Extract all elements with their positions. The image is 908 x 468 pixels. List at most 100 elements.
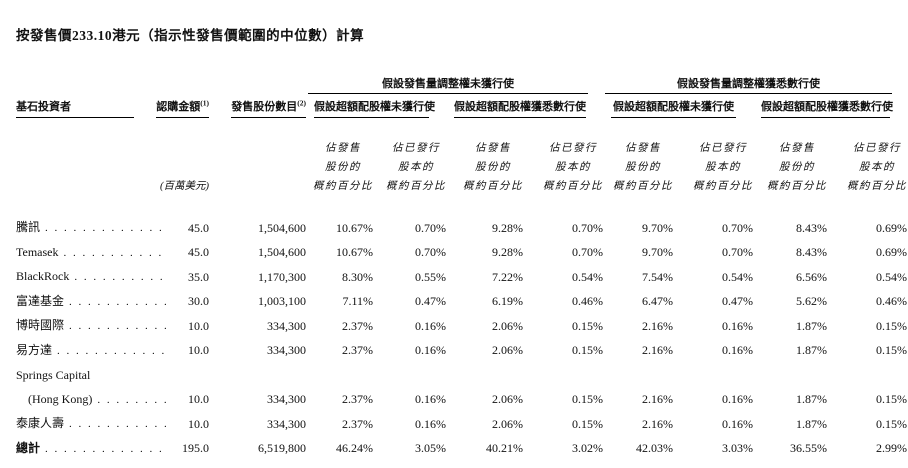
pct-of-issued-capital-header: 佔已發行 股本的 概約百分比	[673, 118, 753, 216]
empty-cell	[168, 363, 209, 388]
investor-name: Springs Capital	[16, 367, 91, 382]
pct-of-offer-shares-header: 佔發售 股份的 概約百分比	[603, 118, 673, 216]
investor-name-cell: 騰訊 . . . . . . . . . . . . . . . . . . . …	[16, 216, 168, 241]
value-cell: 0.55%	[415, 269, 446, 284]
investor-name: Temasek	[16, 244, 59, 259]
header-spacer	[209, 118, 306, 216]
investor-name: (Hong Kong)	[28, 391, 93, 406]
dot-leader: . . . . . . . . . . . . . . . . . . . . …	[45, 442, 168, 455]
investor-name-cell: Springs Capital	[16, 363, 168, 388]
value-cell: 46.24%	[336, 441, 373, 456]
table-row: Springs Capital	[16, 363, 907, 388]
total-row: 總計 . . . . . . . . . . . . . . . . . . . …	[16, 437, 907, 462]
value-cell: 6.56%	[796, 269, 827, 284]
empty-cell	[827, 363, 907, 388]
value-cell: 10.67%	[336, 245, 373, 260]
value-cell: 2.16%	[642, 416, 673, 431]
subgroup-header-overallotment-not-exercised-2: 假設超額配股權未獲行使	[603, 94, 753, 118]
value-cell: 2.16%	[642, 318, 673, 333]
table-row: 騰訊 . . . . . . . . . . . . . . . . . . . …	[16, 216, 907, 241]
value-cell: 0.46%	[876, 294, 907, 309]
pct-of-offer-shares-header: 佔發售 股份的 概約百分比	[446, 118, 523, 216]
empty-cell	[523, 363, 603, 388]
group-header-label: 假設發售量調整權未獲行使	[308, 75, 588, 94]
subgroup-header-label: 假設超額配股權獲悉數行使	[761, 98, 893, 118]
value-cell: 2.37%	[342, 416, 373, 431]
value-cell: 45.0	[188, 245, 209, 260]
dot-leader: . . . . . . . . . . . . . . . . . . . . …	[69, 295, 168, 308]
value-cell: 3.05%	[415, 441, 446, 456]
empty-cell	[373, 363, 446, 388]
pct-header-label: 佔已發行 股本的 概約百分比	[543, 143, 603, 192]
dot-leader: . . . . . . . . . . . . . . . . . . . . …	[74, 271, 168, 284]
value-cell: 1.87%	[796, 416, 827, 431]
value-cell: 0.47%	[722, 294, 753, 309]
table-row: 富達基金 . . . . . . . . . . . . . . . . . . …	[16, 290, 907, 315]
value-cell: 2.99%	[876, 441, 907, 456]
value-cell: 10.0	[188, 416, 209, 431]
dot-leader: . . . . . . . . . . . . . . . . . . . . …	[45, 222, 168, 235]
value-cell: 7.22%	[492, 269, 523, 284]
investor-name-cell: 總計 . . . . . . . . . . . . . . . . . . . …	[16, 437, 168, 462]
value-cell: 45.0	[188, 220, 209, 235]
subscription-amount-header: 認購金額(1)	[156, 94, 209, 118]
investor-name: 泰康人壽	[16, 416, 65, 431]
investor-name-cell: BlackRock . . . . . . . . . . . . . . . .…	[16, 265, 168, 290]
value-cell: 40.21%	[486, 441, 523, 456]
investor-name: 富達基金	[16, 293, 65, 308]
value-cell: 10.0	[188, 318, 209, 333]
investor-column-header: 基石投資者	[16, 94, 168, 118]
value-cell: 0.15%	[876, 416, 907, 431]
pct-header-label: 佔已發行 股本的 概約百分比	[386, 143, 446, 192]
value-cell: 10.67%	[336, 220, 373, 235]
investor-name-cell: (Hong Kong) . . . . . . . . . . . . . . .…	[16, 388, 168, 413]
table-row: (Hong Kong) . . . . . . . . . . . . . . .…	[16, 388, 907, 413]
pct-header-label: 佔已發行 股本的 概約百分比	[847, 143, 907, 192]
value-cell: 3.02%	[572, 441, 603, 456]
dot-leader: . . . . . . . . . . . . . . . . . . . . …	[97, 393, 168, 406]
table-row: BlackRock . . . . . . . . . . . . . . . .…	[16, 265, 907, 290]
page-title: 按發售價233.10港元（指示性發售價範圍的中位數）計算	[16, 28, 365, 43]
value-cell: 9.28%	[492, 245, 523, 260]
subgroup-header-label: 假設超額配股權獲悉數行使	[454, 98, 586, 118]
value-cell: 0.16%	[415, 318, 446, 333]
value-cell: 0.70%	[722, 220, 753, 235]
group-header-label: 假設發售量調整權獲悉數行使	[605, 75, 892, 94]
value-cell: 36.55%	[790, 441, 827, 456]
empty-cell	[753, 363, 827, 388]
value-cell: 0.16%	[722, 343, 753, 358]
value-cell: 334,300	[267, 343, 306, 358]
value-cell: 6,519,800	[258, 441, 306, 456]
value-cell: 0.15%	[876, 343, 907, 358]
investor-name-cell: 博時國際 . . . . . . . . . . . . . . . . . . …	[16, 314, 168, 339]
value-cell: 0.16%	[722, 416, 753, 431]
empty-cell	[603, 363, 673, 388]
empty-cell	[209, 363, 306, 388]
pct-of-issued-capital-header: 佔已發行 股本的 概約百分比	[373, 118, 446, 216]
investor-name-cell: 富達基金 . . . . . . . . . . . . . . . . . . …	[16, 290, 168, 315]
investor-name: 騰訊	[16, 220, 41, 235]
dot-leader: . . . . . . . . . . . . . . . . . . . . …	[57, 344, 168, 357]
pct-header-label: 佔發售 股份的 概約百分比	[313, 143, 373, 192]
value-cell: 334,300	[267, 416, 306, 431]
investor-name-cell: 泰康人壽 . . . . . . . . . . . . . . . . . . …	[16, 412, 168, 437]
dot-leader: . . . . . . . . . . . . . . . . . . . . …	[63, 246, 168, 259]
value-cell: 35.0	[188, 269, 209, 284]
footnote-marker-2: (2)	[297, 98, 306, 108]
subgroup-header-row: 基石投資者 認購金額(1) 發售股份數目(2) 假設超額配股權未獲行使 假設超額…	[16, 94, 907, 118]
value-cell: 0.54%	[722, 269, 753, 284]
value-cell: 1,003,100	[258, 294, 306, 309]
value-cell: 2.16%	[642, 343, 673, 358]
value-cell: 5.62%	[796, 294, 827, 309]
value-cell: 2.06%	[492, 416, 523, 431]
table-row: Temasek . . . . . . . . . . . . . . . . .…	[16, 241, 907, 266]
value-cell: 0.54%	[876, 269, 907, 284]
offer-shares-number-header: 發售股份數目(2)	[209, 94, 306, 118]
pct-header-label: 佔發售 股份的 概約百分比	[463, 143, 523, 192]
group-header-row: 假設發售量調整權未獲行使 假設發售量調整權獲悉數行使	[16, 75, 907, 94]
value-cell: 1,504,600	[258, 245, 306, 260]
pct-header-label: 佔發售 股份的 概約百分比	[613, 143, 673, 192]
header-spacer	[16, 118, 168, 216]
subscription-amount-unit: (百萬美元)	[160, 118, 209, 216]
